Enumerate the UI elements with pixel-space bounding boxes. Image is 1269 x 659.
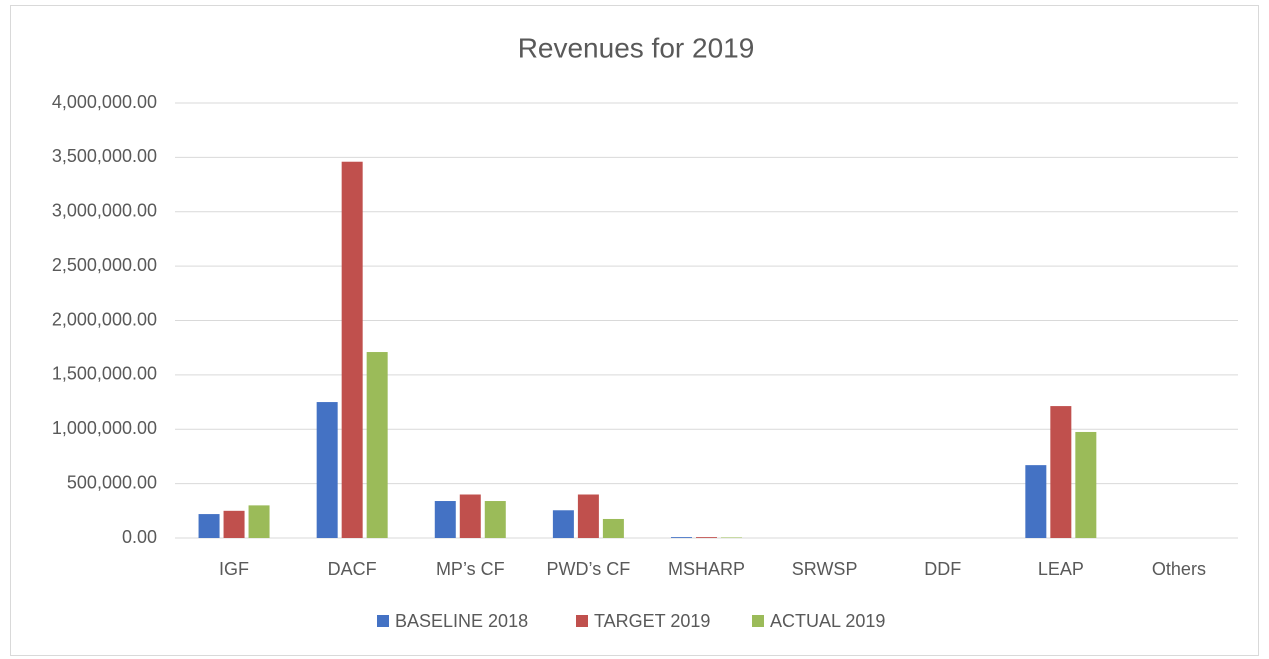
bar bbox=[577, 494, 599, 538]
bar bbox=[248, 505, 270, 538]
x-tick-label: SRWSP bbox=[792, 559, 858, 579]
legend-label: TARGET 2019 bbox=[594, 611, 710, 631]
bar bbox=[552, 510, 574, 538]
bar bbox=[1025, 465, 1047, 538]
chart-frame bbox=[10, 5, 1259, 656]
bar bbox=[341, 161, 363, 538]
x-tick-label: IGF bbox=[219, 559, 249, 579]
x-tick-label: DDF bbox=[924, 559, 961, 579]
legend-label: BASELINE 2018 bbox=[395, 611, 528, 631]
bar bbox=[198, 514, 220, 538]
y-tick-label: 2,000,000.00 bbox=[52, 309, 157, 329]
x-tick-label: LEAP bbox=[1038, 559, 1084, 579]
x-tick-label: MSHARP bbox=[668, 559, 745, 579]
bar bbox=[602, 518, 624, 538]
y-tick-label: 500,000.00 bbox=[67, 472, 157, 492]
x-tick-label: Others bbox=[1152, 559, 1206, 579]
y-tick-label: 4,000,000.00 bbox=[52, 92, 157, 112]
x-tick-label: DACF bbox=[328, 559, 377, 579]
y-tick-label: 3,000,000.00 bbox=[52, 201, 157, 221]
x-tick-label: MP’s CF bbox=[436, 559, 505, 579]
bar bbox=[459, 494, 481, 538]
x-tick-label: PWD’s CF bbox=[547, 559, 631, 579]
y-tick-label: 3,500,000.00 bbox=[52, 146, 157, 166]
bar bbox=[223, 510, 245, 538]
bar bbox=[696, 537, 717, 538]
y-tick-label: 2,500,000.00 bbox=[52, 255, 157, 275]
bar bbox=[1075, 431, 1097, 538]
legend-swatch bbox=[576, 615, 588, 627]
bar bbox=[366, 352, 388, 538]
bar bbox=[316, 402, 338, 538]
y-tick-label: 0.00 bbox=[122, 527, 157, 547]
y-tick-label: 1,000,000.00 bbox=[52, 418, 157, 438]
legend-swatch bbox=[377, 615, 389, 627]
bar bbox=[484, 501, 506, 538]
y-tick-label: 1,500,000.00 bbox=[52, 364, 157, 384]
bar bbox=[1050, 406, 1072, 538]
legend-label: ACTUAL 2019 bbox=[770, 611, 885, 631]
legend-swatch bbox=[752, 615, 764, 627]
bar bbox=[671, 537, 692, 538]
bar bbox=[434, 501, 456, 538]
bar bbox=[721, 537, 742, 538]
chart-title: Revenues for 2019 bbox=[518, 32, 755, 63]
